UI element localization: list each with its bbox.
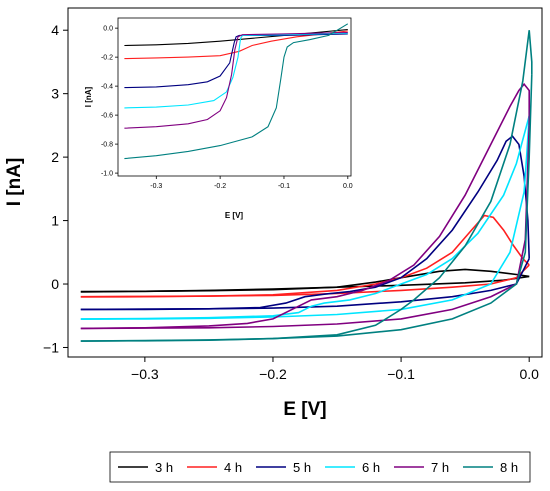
inset-x-tick-label: -0.2: [214, 183, 226, 190]
main-y-ticks: −1 0 1 2 3 4: [43, 22, 68, 355]
main-x-ticks: −0.3 −0.2 −0.1 0.0: [131, 357, 539, 382]
legend-label-6h: 6 h: [362, 460, 380, 475]
main-x-tick-label: −0.1: [387, 366, 415, 382]
main-y-tick-label: 3: [51, 86, 59, 102]
main-y-tick-label: 2: [51, 149, 59, 165]
inset-x-tick-label: -0.3: [150, 183, 162, 190]
main-x-tick-label: −0.2: [259, 366, 287, 382]
legend-label-8h: 8 h: [500, 460, 518, 475]
inset-y-tick-label: -1.0: [101, 171, 113, 178]
legend-label-5h: 5 h: [293, 460, 311, 475]
inset-series-line-7h: [124, 31, 348, 129]
legend-label-7h: 7 h: [431, 460, 449, 475]
inset-y-ticks: 0.0 -0.2 -0.4 -0.6 -0.8 -1.0: [101, 26, 118, 178]
series-line-7h-reverse: [80, 125, 530, 330]
legend-label-4h: 4 h: [224, 460, 242, 475]
series-line-7h-forward: [80, 82, 530, 330]
main-plot-frame: [67, 7, 543, 358]
main-x-tick-label: 0.0: [519, 366, 539, 382]
main-x-axis-label: E [V]: [283, 399, 326, 420]
inset-x-tick-label: 0.0: [343, 183, 353, 190]
legend-label-3h: 3 h: [155, 460, 173, 475]
series-line-6h-reverse: [80, 115, 530, 320]
inset-y-tick-label: -0.2: [101, 55, 113, 62]
main-y-tick-label: 4: [51, 22, 59, 38]
inset-x-tick-label: -0.1: [278, 183, 290, 190]
series-line-8h-reverse: [80, 74, 533, 342]
series-line-4h-forward: [80, 214, 530, 298]
inset-y-tick-label: -0.4: [101, 84, 113, 91]
series-line-5h-reverse: [80, 258, 530, 311]
inset-y-tick-label: -0.8: [101, 142, 113, 149]
series-line-6h-forward: [80, 115, 530, 320]
main-y-axis-label: I [nA]: [4, 158, 25, 207]
inset-plot-frame: [117, 17, 352, 177]
series-line-3h-reverse: [80, 275, 530, 293]
main-y-tick-label: 0: [51, 276, 59, 292]
main-y-tick-label: −1: [43, 339, 59, 355]
main-x-tick-label: −0.3: [131, 366, 159, 382]
inset-series-group: [124, 23, 349, 160]
inset-x-ticks: -0.3 -0.2 -0.1 0.0: [150, 176, 353, 190]
inset-series-line-6h: [124, 32, 348, 109]
series-line-4h-reverse: [80, 264, 530, 298]
main-y-tick-label: 1: [51, 213, 59, 229]
inset-x-axis-label: E [V]: [225, 211, 244, 220]
main-series-group: [80, 30, 533, 342]
legend: 3 h 4 h 5 h 6 h 7 h 8 h: [118, 460, 518, 475]
inset-y-tick-label: 0.0: [103, 26, 113, 33]
inset-y-tick-label: -0.6: [101, 113, 113, 120]
inset-y-axis-label: I [nA]: [84, 86, 93, 107]
series-line-5h-forward: [80, 135, 530, 311]
inset-series-line-8h: [124, 23, 349, 160]
inset-series-line-5h: [124, 33, 348, 89]
legend-box: [109, 451, 531, 483]
